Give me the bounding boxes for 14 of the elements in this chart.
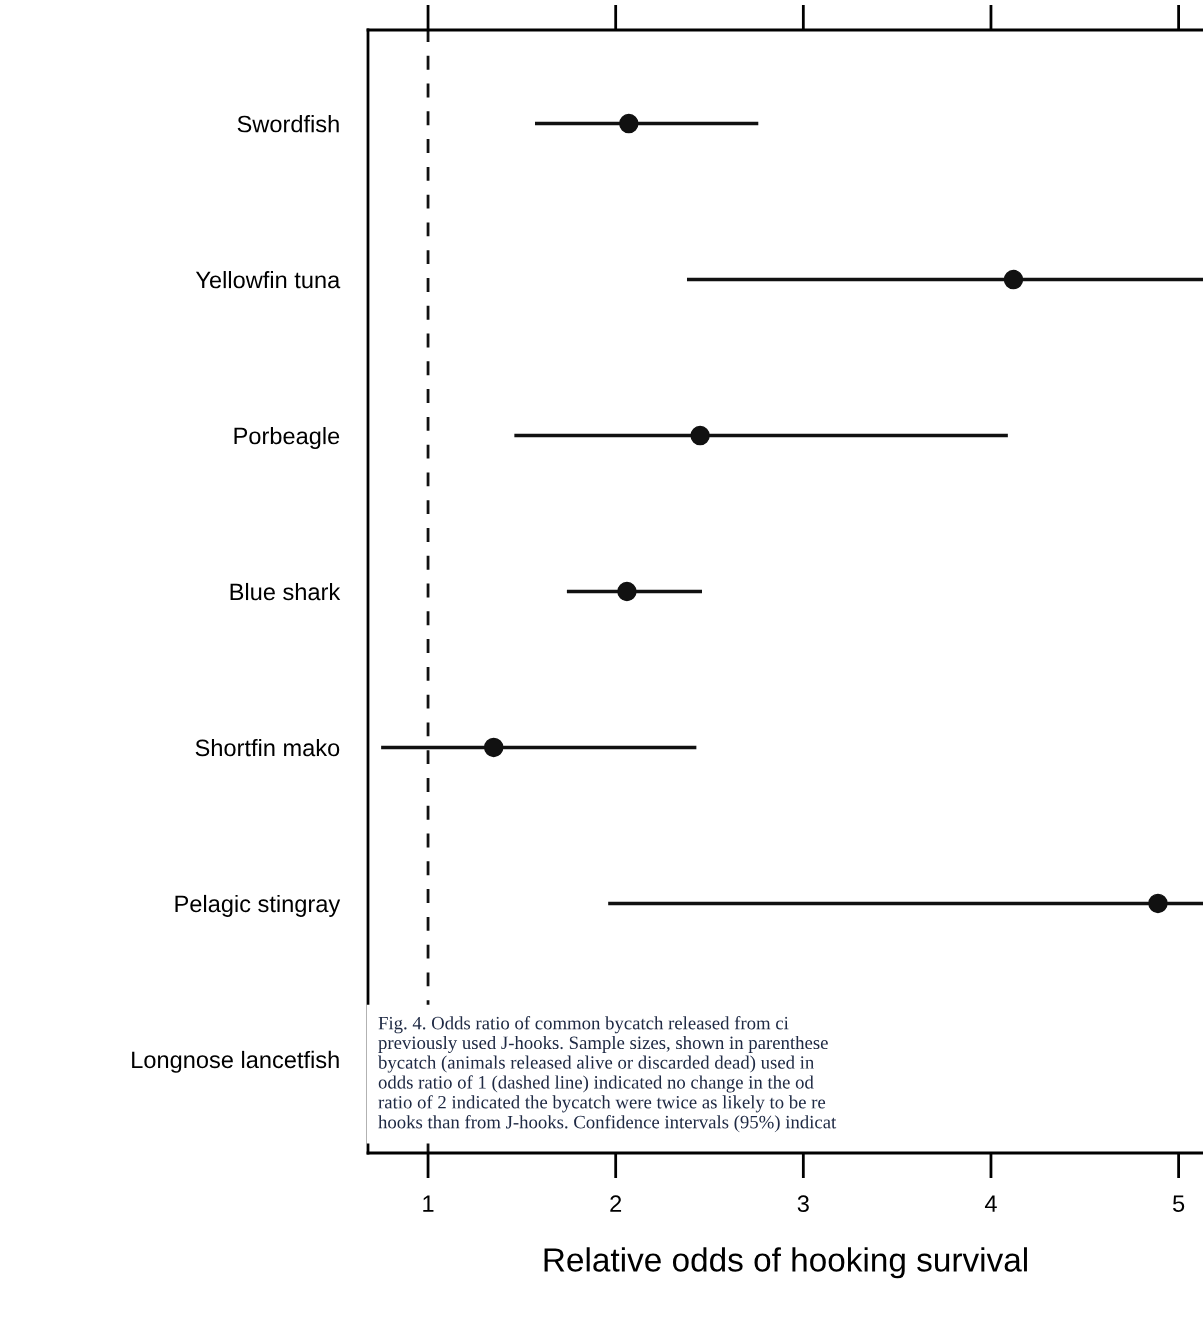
y-tick-label: Shortfin mako: [195, 738, 340, 757]
x-tick-label: 4: [984, 1195, 997, 1212]
y-tick-label: Yellowfin tuna: [195, 271, 341, 289]
x-axis-title: Relative odds of hooking survival: [544, 1247, 1027, 1279]
annotation: Fig. 4. Odds ratio of common bycatch released from ci previously used J-hooks. Sample sizes, shown in parenthese bycatch (animals released alive or discarded dead) used in odds ratio of 1 (dashed line) indicated no change in the od ratio of 2 indicated the bycatch were twice as likely to be re hooks than from J-hooks. Confidence intervals (95%) indicat: [378, 1016, 837, 1133]
x-tick-label: 1: [423, 1195, 434, 1212]
y-tick-label: Porbeagle: [234, 426, 340, 449]
y-tick-label: Blue shark: [230, 582, 341, 601]
y-tick-label: Longnose lancetfish: [132, 1050, 339, 1073]
x-tick-label: 2: [610, 1195, 622, 1212]
x-tick-label: 5: [1172, 1195, 1185, 1213]
x-tick-label: 3: [797, 1195, 809, 1213]
y-tick-label: Pelagic stingray: [175, 894, 341, 917]
y-tick-label: Swordfish: [237, 115, 339, 133]
